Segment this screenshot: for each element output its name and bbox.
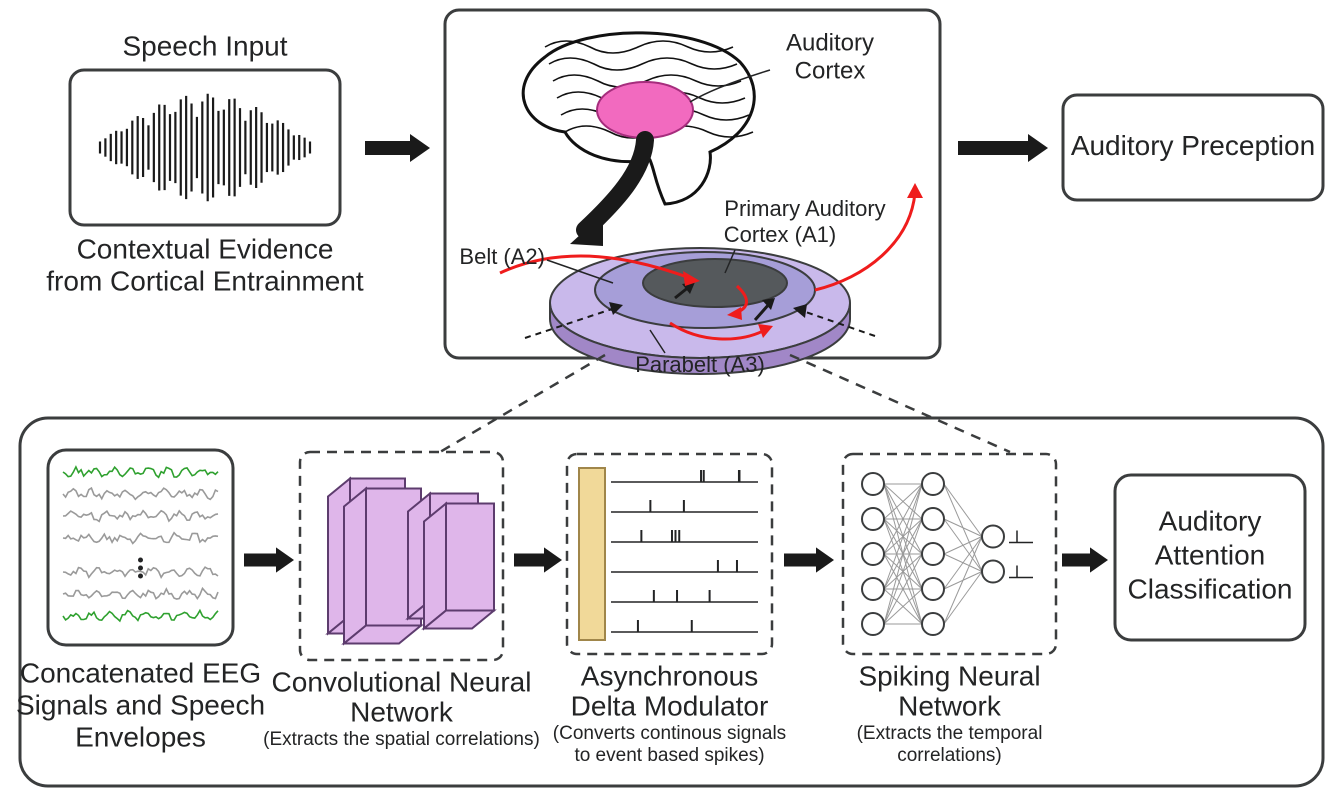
speech-input-box <box>70 70 340 225</box>
auditory-perception-box: Auditory Preception <box>1063 95 1323 200</box>
snn-box <box>843 454 1056 654</box>
out-label-2: Attention <box>1155 539 1266 570</box>
arrow-top-1 <box>958 134 1048 162</box>
out-label-1: Auditory <box>1159 505 1262 536</box>
adm-sub-1: (Converts continous signals <box>553 723 786 744</box>
diagram-root: Speech Input Contextual Evidencefrom Cort… <box>0 0 1341 802</box>
arrow-top-0 <box>365 134 430 162</box>
snn-sub-2: correlations) <box>897 745 1002 766</box>
arrow-bottom-2 <box>784 547 834 572</box>
speech-title: Speech Input <box>122 30 287 61</box>
arrow-bottom-3 <box>1062 547 1108 572</box>
arrow-bottom-1 <box>514 547 562 572</box>
parabelt-label: Parabelt (A3) <box>635 352 765 377</box>
cnn-label-1: Convolutional Neural <box>272 666 532 697</box>
eeg-label-1: Concatenated EEG <box>20 657 261 688</box>
aud-cortex-label-1: Auditory <box>786 29 874 56</box>
aud-perception-label: Auditory Preception <box>1071 130 1315 161</box>
adm-sub-2: to event based spikes) <box>574 745 764 766</box>
eeg-box <box>48 450 233 645</box>
eeg-label-2: Signals and Speech <box>16 689 265 720</box>
adm-label-1: Asynchronous <box>581 660 758 691</box>
arrow-bottom-0 <box>244 547 294 572</box>
snn-sub-1: (Extracts the temporal <box>857 723 1043 744</box>
cnn-sub: (Extracts the spatial correlations) <box>263 729 540 750</box>
speech-sub2: from Cortical Entrainment <box>46 265 364 296</box>
snn-label-1: Spiking Neural <box>858 660 1040 691</box>
cnn-box <box>300 452 503 660</box>
adm-label-2: Delta Modulator <box>571 690 769 721</box>
prim-label-2: Cortex (A1) <box>724 222 836 247</box>
speech-sub1: Contextual Evidence <box>77 233 334 264</box>
out-label-3: Classification <box>1128 573 1293 604</box>
belt-label: Belt (A2) <box>459 244 545 269</box>
eeg-label-3: Envelopes <box>75 721 206 752</box>
prim-label-1: Primary Auditory <box>724 196 885 221</box>
diverge-left <box>440 355 605 452</box>
brain-box: AuditoryCortex Primary AuditoryCortex (A1… <box>445 10 940 377</box>
adm-box <box>567 454 772 654</box>
snn-label-2: Network <box>898 690 1002 721</box>
cnn-label-2: Network <box>350 696 454 727</box>
output-box: AuditoryAttentionClassification <box>1115 475 1305 640</box>
diverge-right <box>790 355 1010 452</box>
aud-cortex-label-2: Cortex <box>795 57 866 84</box>
